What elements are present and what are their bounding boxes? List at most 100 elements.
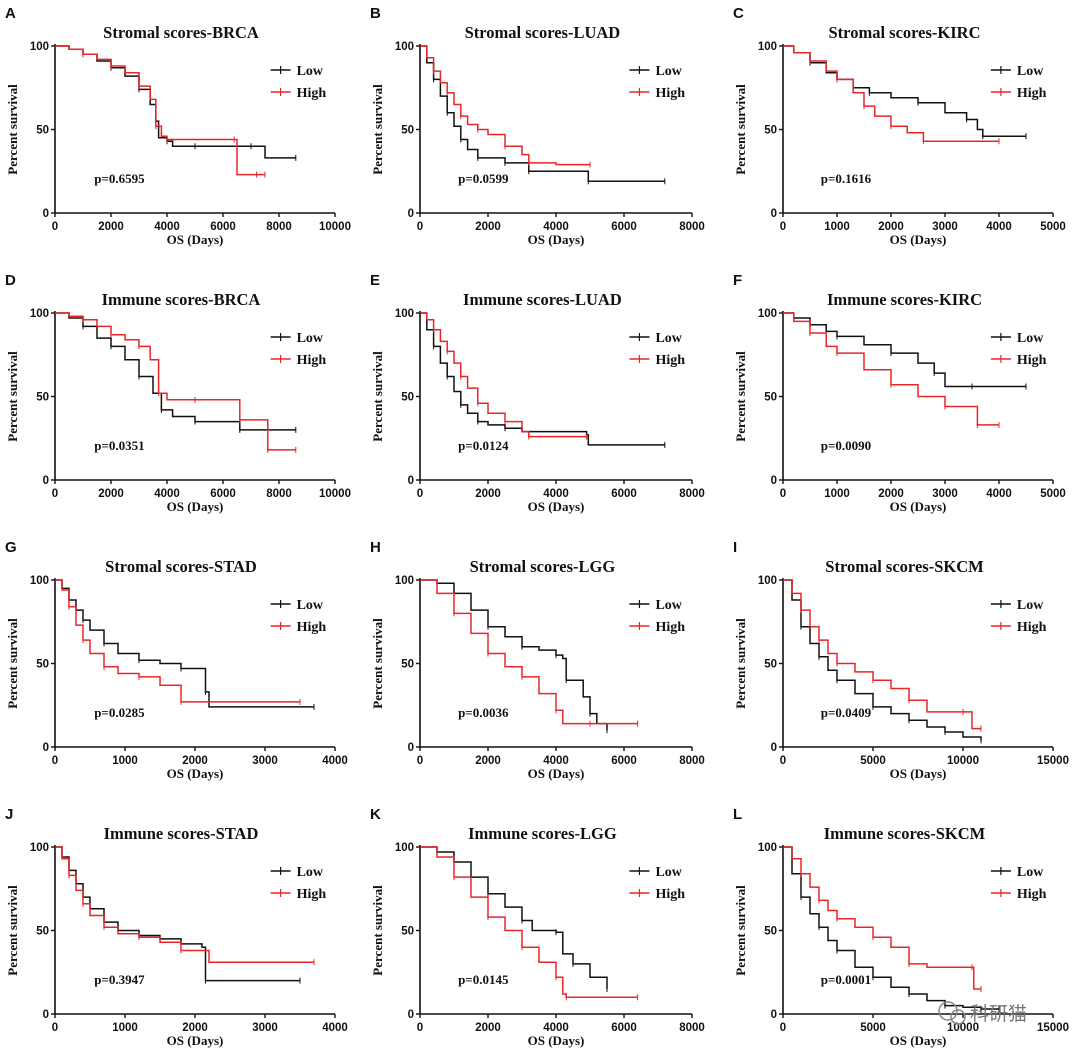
- x-tick-label: 10000: [319, 488, 351, 500]
- series-high-line: [55, 312, 296, 451]
- legend-label-low: Low: [1017, 64, 1044, 79]
- x-tick-label: 0: [780, 1022, 786, 1034]
- series-high-line: [783, 846, 981, 990]
- panel-letter: I: [733, 539, 737, 556]
- y-tick-label: 100: [758, 41, 777, 53]
- x-tick-label: 1000: [824, 488, 850, 500]
- chart-title: Stromal scores-LGG: [470, 557, 616, 576]
- series-high-line: [420, 579, 638, 725]
- series-low-line: [783, 846, 999, 1010]
- y-axis-label: Percent survival: [5, 351, 20, 442]
- legend-label-high: High: [655, 887, 685, 902]
- p-value: p=0.0285: [94, 705, 145, 720]
- legend-label-low: Low: [655, 598, 682, 613]
- x-tick-label: 0: [417, 1022, 423, 1034]
- y-tick-label: 100: [30, 308, 49, 320]
- chart-title: Stromal scores-BRCA: [103, 23, 259, 42]
- x-tick-label: 0: [417, 755, 423, 767]
- x-tick-label: 5000: [1040, 221, 1066, 233]
- y-tick-label: 0: [771, 1009, 777, 1021]
- y-tick-label: 0: [43, 208, 49, 220]
- watermark: 科研猫: [938, 1001, 1027, 1025]
- x-tick-label: 6000: [611, 488, 637, 500]
- y-tick-label: 100: [395, 41, 414, 53]
- panel-letter: L: [733, 806, 742, 823]
- y-tick-label: 50: [36, 392, 49, 404]
- x-axis-label: OS (Days): [167, 232, 224, 247]
- legend-label-low: Low: [1017, 865, 1044, 880]
- series-high-line: [783, 579, 981, 730]
- series-low-line: [420, 846, 608, 989]
- p-value: p=0.0001: [821, 972, 871, 987]
- x-tick-label: 10000: [947, 755, 979, 767]
- series-low-line: [420, 45, 665, 183]
- x-tick-label: 0: [52, 488, 58, 500]
- legend-label-low: Low: [297, 331, 324, 346]
- series-low-line: [55, 579, 314, 708]
- p-value: p=0.0409: [821, 705, 872, 720]
- y-tick-label: 50: [36, 659, 49, 671]
- x-tick-label: 2000: [878, 488, 904, 500]
- panel-letter: B: [370, 5, 381, 22]
- series-high-line: [55, 579, 300, 703]
- y-tick-label: 0: [408, 742, 414, 754]
- x-tick-label: 10000: [947, 1022, 979, 1034]
- x-tick-label: 4000: [154, 221, 180, 233]
- y-axis-label: Percent survival: [5, 84, 20, 175]
- x-tick-label: 10000: [319, 221, 351, 233]
- x-tick-label: 5000: [1040, 488, 1066, 500]
- x-axis-label: OS (Days): [890, 499, 947, 514]
- x-tick-label: 6000: [210, 221, 236, 233]
- x-tick-label: 8000: [266, 488, 292, 500]
- x-tick-label: 2000: [475, 755, 501, 767]
- x-tick-label: 2000: [475, 1022, 501, 1034]
- x-tick-label: 4000: [543, 755, 569, 767]
- x-tick-label: 2000: [182, 755, 208, 767]
- x-tick-label: 4000: [543, 221, 569, 233]
- panel-e: E Immune scores-LUAD 0 50 100 0 2000 4000 6000 80…: [370, 272, 705, 514]
- x-tick-label: 5000: [860, 1022, 886, 1034]
- y-tick-label: 50: [401, 125, 414, 137]
- panel-d: D Immune scores-BRCA 0 50 100 0 2000 4000 6000 80…: [5, 272, 351, 514]
- y-tick-label: 0: [771, 208, 777, 220]
- series-high-line: [420, 312, 587, 438]
- y-tick-label: 0: [43, 475, 49, 487]
- y-tick-label: 0: [43, 742, 49, 754]
- series-low-line: [783, 312, 1026, 388]
- legend-label-high: High: [655, 620, 685, 635]
- x-tick-label: 3000: [252, 755, 278, 767]
- legend-label-high: High: [1017, 620, 1047, 635]
- legend-label-low: Low: [297, 598, 324, 613]
- series-low-line: [55, 846, 300, 982]
- y-tick-label: 100: [395, 842, 414, 854]
- y-tick-label: 100: [758, 308, 777, 320]
- x-tick-label: 3000: [932, 221, 958, 233]
- x-tick-label: 15000: [1037, 755, 1069, 767]
- y-axis-label: Percent survival: [370, 618, 385, 709]
- x-axis-label: OS (Days): [167, 766, 224, 781]
- panel-i: I Stromal scores-SKCM 0 50 100 0 5000 10000 1500…: [733, 539, 1069, 781]
- x-tick-label: 8000: [266, 221, 292, 233]
- x-tick-label: 3000: [252, 1022, 278, 1034]
- y-tick-label: 0: [408, 208, 414, 220]
- x-tick-label: 2000: [475, 488, 501, 500]
- panel-letter: H: [370, 539, 381, 556]
- panel-letter: K: [370, 806, 381, 823]
- panel-letter: D: [5, 272, 16, 289]
- legend-label-low: Low: [655, 64, 682, 79]
- legend-label-high: High: [297, 620, 327, 635]
- panel-letter: G: [5, 539, 17, 556]
- chart-title: Stromal scores-STAD: [105, 557, 257, 576]
- panel-letter: F: [733, 272, 742, 289]
- legend-label-low: Low: [297, 865, 324, 880]
- series-low-line: [420, 579, 608, 731]
- p-value: p=0.0145: [458, 972, 509, 987]
- series-low-line: [55, 312, 296, 431]
- x-tick-label: 0: [780, 488, 786, 500]
- x-tick-label: 4000: [986, 221, 1012, 233]
- p-value: p=0.1616: [821, 171, 872, 186]
